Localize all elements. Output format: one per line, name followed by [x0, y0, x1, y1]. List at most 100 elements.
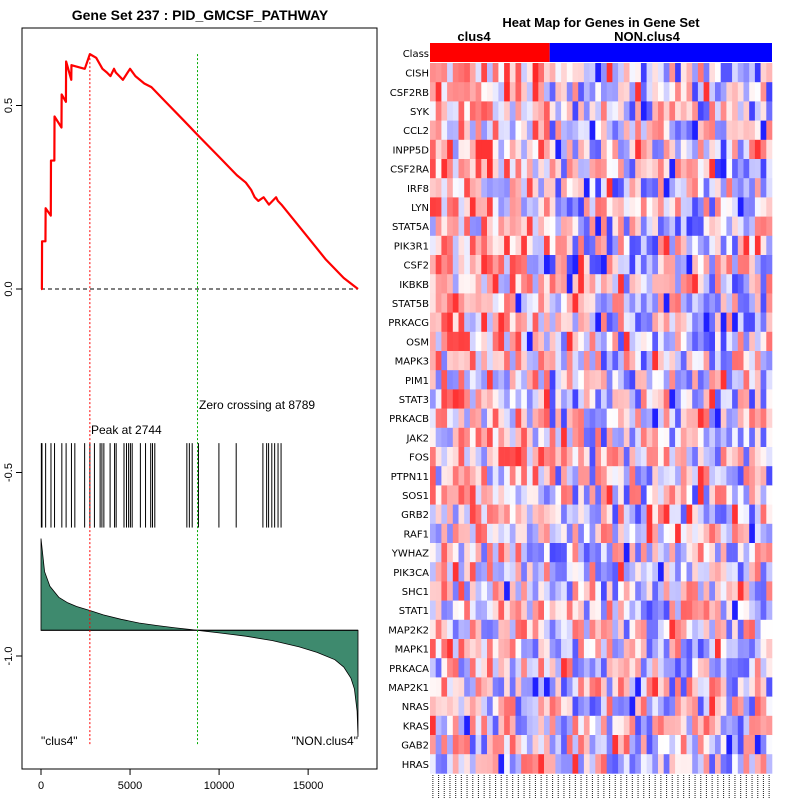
heatmap-cell [601, 255, 607, 275]
heatmap-cell [623, 639, 630, 659]
heatmap-cell [481, 331, 488, 352]
heatmap-cell [430, 696, 436, 717]
heatmap-cell [749, 63, 756, 83]
heatmap-cell [766, 101, 773, 121]
heatmap-cell [692, 312, 699, 333]
heatmap-cell [532, 677, 539, 697]
heatmap-cell [578, 715, 585, 736]
heatmap-cell [572, 274, 579, 294]
heatmap-cell [715, 82, 721, 102]
heatmap-cell [441, 581, 448, 601]
heatmap-cell [726, 101, 733, 121]
heatmap-cell [618, 408, 625, 429]
heatmap-cell [737, 120, 744, 141]
heatmap-cell [469, 312, 476, 333]
heatmap-cell [766, 619, 773, 640]
heatmap-cell [498, 120, 505, 141]
heatmap-cell [475, 139, 482, 160]
heatmap-cell [732, 370, 739, 390]
heatmap-cell [430, 581, 436, 601]
heatmap-cell [589, 312, 596, 333]
heatmap-cell [623, 197, 630, 217]
heatmap-cell [504, 523, 511, 544]
heatmap-cell [561, 715, 568, 736]
heatmap-cell [766, 63, 773, 83]
heatmap-cell [760, 447, 767, 467]
heatmap-cell [612, 370, 619, 390]
heatmap-cell [612, 351, 619, 371]
heatmap-cell [544, 293, 550, 313]
heatmap-cell [601, 696, 607, 717]
heatmap-cell [435, 408, 442, 429]
heatmap-cell [521, 255, 528, 275]
heatmap-cell [566, 562, 573, 582]
heatmap-cell [549, 331, 556, 352]
heatmap-cell [612, 235, 619, 256]
heatmap-cell [680, 159, 687, 179]
heatmap-cell [452, 255, 459, 275]
heatmap-cell [435, 159, 442, 179]
heatmap-cell [441, 562, 448, 582]
heatmap-cell [658, 619, 664, 640]
heatmap-cell [544, 696, 550, 717]
heatmap-cell [760, 427, 767, 448]
heatmap-cell [589, 735, 596, 755]
heatmap-cell [760, 389, 767, 409]
heatmap-cell [766, 178, 773, 198]
heatmap-cell [720, 485, 727, 505]
heatmap-cell [749, 274, 756, 294]
heatmap-cell [458, 293, 465, 313]
heatmap-cell [675, 159, 682, 179]
heatmap-cell [532, 735, 539, 755]
heatmap-cell [521, 139, 528, 160]
heatmap-cell [515, 235, 522, 256]
heatmap-cell [544, 370, 550, 390]
heatmap-cell [697, 735, 704, 755]
heatmap-cell [526, 274, 533, 294]
heatmap-cell [726, 619, 733, 640]
heatmap-cell [583, 120, 590, 141]
heatmap-cell [595, 197, 602, 217]
heatmap-cell [435, 139, 442, 160]
heatmap-cell [766, 523, 773, 544]
heatmap-cell [595, 389, 602, 409]
heatmap-cell [623, 504, 630, 525]
heatmap-cell [589, 754, 596, 774]
heatmap-cell [452, 715, 459, 736]
heatmap-cell [441, 274, 448, 294]
heatmap-cell [652, 216, 659, 237]
heatmap-cell [549, 658, 556, 678]
heatmap-cell [441, 696, 448, 717]
heatmap-cell [760, 216, 767, 237]
heatmap-cell [720, 581, 727, 601]
heatmap-cell [749, 120, 756, 141]
heatmap-cell [760, 562, 767, 582]
class-row-label: Class [403, 49, 429, 60]
heatmap-cell [572, 735, 579, 755]
heatmap-cell [754, 235, 761, 256]
heatmap-cell [635, 735, 642, 755]
heatmap-cell [618, 101, 625, 121]
heatmap-cell [623, 427, 630, 448]
heatmap-cell [737, 197, 744, 217]
heatmap-cell [675, 504, 682, 525]
heatmap-cell [589, 63, 596, 83]
heatmap-cell [601, 274, 607, 294]
heatmap-cell [663, 139, 670, 160]
heatmap-cell [578, 639, 585, 659]
heatmap-cell [566, 293, 573, 313]
heatmap-cell [441, 178, 448, 198]
heatmap-cell [458, 351, 465, 371]
heatmap-cell [469, 619, 476, 640]
heatmap-cell [469, 600, 476, 621]
heatmap-cell [469, 696, 476, 717]
heatmap-cell [549, 293, 556, 313]
heatmap-cell [606, 658, 613, 678]
heatmap-cell [538, 312, 545, 333]
heatmap-cell [601, 562, 607, 582]
heatmap-cell [675, 639, 682, 659]
heatmap-cell [469, 677, 476, 697]
heatmap-cell [583, 639, 590, 659]
heatmap-cell [635, 581, 642, 601]
